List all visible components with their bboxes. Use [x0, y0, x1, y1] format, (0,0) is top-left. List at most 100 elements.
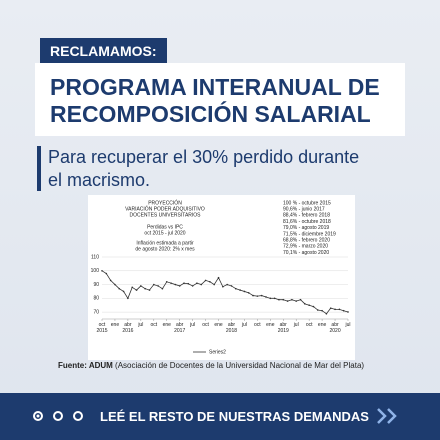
- legend-label: Series2: [209, 349, 226, 355]
- point: [299, 298, 302, 301]
- x-tick-label: jul: [241, 322, 247, 328]
- chart-note: Inflación estimada a partir: [136, 240, 194, 246]
- point: [204, 279, 207, 282]
- accent-bar: [37, 146, 41, 191]
- footer-icons: [33, 408, 397, 424]
- x-tick-label: jul: [345, 322, 351, 328]
- x-tick-label: abr 2016: [122, 322, 134, 334]
- y-tick-label: 80: [93, 296, 99, 302]
- point: [135, 289, 138, 291]
- point: [165, 281, 168, 283]
- chart-note: oct 2015 - jul 2020: [144, 230, 185, 236]
- point: [247, 292, 250, 294]
- point: [200, 283, 203, 286]
- point: [131, 286, 134, 289]
- point: [170, 282, 172, 284]
- point: [308, 304, 310, 307]
- x-tick-label: ene: [266, 322, 275, 328]
- point: [295, 300, 298, 302]
- point: [291, 298, 293, 301]
- annotation: 81,6% - octubre 2018: [283, 219, 331, 225]
- point: [256, 295, 259, 297]
- title-line: RECOMPOSICIÓN SALARIAL: [50, 101, 371, 127]
- point: [157, 285, 159, 287]
- point: [338, 308, 341, 311]
- annotation: 79,0% - agosto 2019: [283, 225, 329, 231]
- chart-title: PROYECCIÓN: [148, 199, 182, 206]
- point: [144, 287, 146, 290]
- x-tick-label: abr 2018: [225, 322, 238, 334]
- x-tick-label: abr 2017: [174, 322, 186, 334]
- dot: [33, 411, 43, 421]
- annotation: 70,1% - agosto 2020: [283, 250, 329, 256]
- annotation: 100 % - octubre 2015: [283, 200, 331, 206]
- point: [226, 283, 228, 286]
- chart-note: Perdidas vs IPC: [147, 224, 183, 230]
- title-card: PROGRAMA INTERANUAL DE RECOMPOSICIÓN SAL…: [35, 63, 405, 136]
- point: [122, 290, 125, 293]
- y-tick-label: 110: [91, 254, 99, 260]
- point: [347, 311, 349, 313]
- title-line: PROGRAMA INTERANUAL DE: [50, 74, 380, 100]
- annotation: 71,5% - diciembre 2019: [283, 231, 336, 237]
- point: [260, 294, 263, 297]
- x-tick-label: oct: [150, 322, 158, 328]
- y-tick-label: 100: [91, 268, 100, 274]
- point: [316, 309, 319, 311]
- point: [234, 287, 237, 290]
- footer: LEÉ EL RESTO DE NUESTRAS DEMANDAS: [0, 393, 440, 440]
- point: [183, 282, 185, 284]
- chart-title: VARIACIÓN PODER ADQUISITIVO: [125, 205, 205, 212]
- x-tick-label: abr 2019: [277, 322, 289, 334]
- annotation: 68,8% - febrero 2020: [283, 238, 330, 244]
- point: [239, 289, 241, 291]
- point: [243, 290, 246, 293]
- point: [187, 282, 190, 285]
- point: [334, 308, 336, 311]
- point: [217, 276, 220, 279]
- subtitle-line: Para recuperar el 30% perdido durante: [48, 147, 360, 167]
- chevron[interactable]: [387, 408, 397, 424]
- x-tick-label: jul: [293, 322, 299, 328]
- point: [342, 309, 345, 312]
- chart-title: DOCENTES UNIVERSITARIOS: [129, 212, 201, 218]
- point: [312, 305, 315, 308]
- chart-bg: [88, 195, 355, 360]
- x-tick-label: ene: [162, 322, 171, 328]
- point: [191, 285, 194, 287]
- x-tick-label: jul: [138, 322, 144, 328]
- cta[interactable]: LEÉ EL RESTO DE NUESTRAS DEMANDAS: [100, 409, 369, 424]
- point: [329, 307, 332, 309]
- x-tick-label: jul: [190, 322, 196, 328]
- point: [269, 297, 272, 300]
- point: [278, 298, 280, 301]
- subtitle-line: el macrismo.: [48, 170, 151, 190]
- point: [127, 297, 129, 300]
- point: [178, 285, 181, 287]
- point: [140, 285, 142, 287]
- annotation: 72,9% - marzo 2020: [283, 244, 328, 250]
- point: [265, 296, 267, 298]
- point: [174, 283, 177, 286]
- point: [209, 281, 211, 283]
- dot: [36, 414, 40, 418]
- point: [286, 300, 289, 302]
- chevron[interactable]: [377, 408, 387, 424]
- point: [196, 282, 198, 284]
- source-text: (Asociación de Docentes de la Universida…: [115, 361, 365, 370]
- line: [101, 270, 349, 315]
- source: Fuente: ADUM (Asociación de Docentes de …: [58, 361, 364, 370]
- x-tick-label: oct 2015: [96, 322, 108, 334]
- x-tick-label: oct: [305, 322, 313, 328]
- point: [161, 287, 164, 290]
- point: [273, 297, 276, 300]
- x-tick-label: ene: [110, 322, 120, 328]
- x-tick-label: abr 2020: [329, 322, 341, 334]
- point: [152, 283, 155, 286]
- y-tick-label: 90: [93, 282, 99, 288]
- point: [304, 303, 306, 305]
- point: [118, 287, 121, 290]
- point: [213, 283, 216, 286]
- point: [282, 298, 285, 301]
